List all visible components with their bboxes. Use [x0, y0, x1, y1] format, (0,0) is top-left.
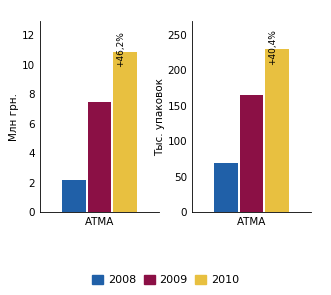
Text: +40,4%: +40,4% — [268, 29, 277, 65]
Bar — [62, 180, 85, 212]
Bar — [113, 52, 137, 212]
Legend: 2008, 2009, 2010: 2008, 2009, 2010 — [88, 270, 243, 289]
Bar — [265, 49, 289, 212]
Y-axis label: Тыс. упаковок: Тыс. упаковок — [155, 78, 165, 155]
Bar — [88, 102, 111, 212]
Y-axis label: Млн грн.: Млн грн. — [9, 93, 19, 140]
Bar — [214, 163, 238, 212]
Text: +46,2%: +46,2% — [116, 32, 125, 67]
Bar — [240, 95, 263, 212]
